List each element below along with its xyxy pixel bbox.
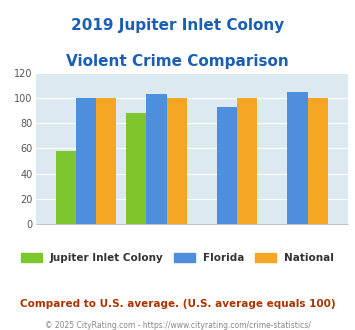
Bar (288, 91, 307, 224)
Text: Violent Crime Comparison: Violent Crime Comparison (66, 54, 289, 69)
Legend: Jupiter Inlet Colony, Florida, National: Jupiter Inlet Colony, Florida, National (17, 248, 338, 267)
Bar (76, 98, 96, 224)
Text: Compared to U.S. average. (U.S. average equals 100): Compared to U.S. average. (U.S. average … (20, 299, 335, 309)
Bar (146, 94, 166, 224)
Text: 2019 Jupiter Inlet Colony: 2019 Jupiter Inlet Colony (71, 18, 284, 33)
Bar (237, 98, 257, 224)
Bar (96, 98, 116, 224)
Text: © 2025 CityRating.com - https://www.cityrating.com/crime-statistics/: © 2025 CityRating.com - https://www.city… (45, 321, 310, 330)
Bar (307, 98, 328, 224)
Bar (126, 113, 146, 224)
Bar (56, 151, 76, 224)
Bar (217, 107, 237, 224)
Bar (166, 98, 187, 224)
